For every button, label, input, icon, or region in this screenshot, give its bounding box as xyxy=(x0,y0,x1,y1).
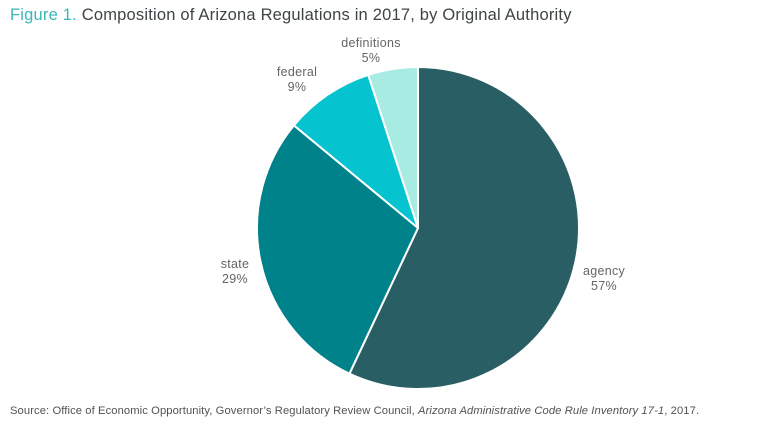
chart-title: Figure 1. Composition of Arizona Regulat… xyxy=(10,6,572,25)
slice-label-agency: agency 57% xyxy=(534,264,674,294)
pie-slice-state xyxy=(256,124,419,375)
source-suffix: , 2017. xyxy=(664,405,700,417)
slice-name-federal: federal xyxy=(276,65,318,79)
slice-label-state: state 29% xyxy=(165,257,305,287)
slice-percent-federal: 9% xyxy=(287,80,307,94)
slice-label-definitions: definitions 5% xyxy=(301,36,441,66)
slice-label-federal: federal 9% xyxy=(227,65,367,95)
pie-slice-federal xyxy=(292,73,419,229)
source-citation: Source: Office of Economic Opportunity, … xyxy=(10,405,699,417)
pie-slice-agency xyxy=(348,66,580,390)
slice-name-state: state xyxy=(220,257,250,271)
slice-percent-state: 29% xyxy=(222,272,248,286)
slice-percent-agency: 57% xyxy=(591,279,617,293)
source-italic-title: Arizona Administrative Code Rule Invento… xyxy=(418,405,665,417)
source-prefix: Source: Office of Economic Opportunity, … xyxy=(10,405,419,417)
pie-slice-definitions xyxy=(367,66,419,229)
figure-label: Figure 1. xyxy=(10,6,77,24)
slice-name-agency: agency xyxy=(582,264,626,278)
slice-percent-definitions: 5% xyxy=(361,51,381,65)
slice-name-definitions: definitions xyxy=(341,36,401,50)
chart-title-text: Composition of Arizona Regulations in 20… xyxy=(76,6,572,24)
